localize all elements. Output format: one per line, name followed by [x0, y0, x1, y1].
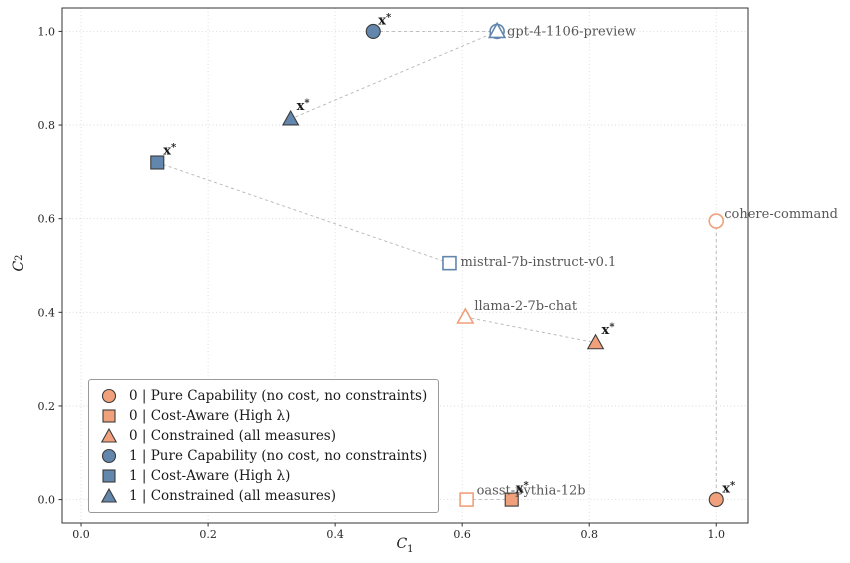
- connector-line: [290, 30, 498, 120]
- y-tick-label: 0.4: [38, 306, 56, 319]
- square-marker-icon: [102, 409, 116, 423]
- legend-entry: 0 | Constrained (all measures): [98, 426, 427, 446]
- data-point-xstar-costaware-0: [504, 492, 519, 507]
- legend-entry: 0 | Pure Capability (no cost, no constra…: [98, 386, 427, 406]
- x-tick-label: 0.2: [199, 528, 217, 541]
- y-tick-label: 0.8: [38, 119, 56, 132]
- data-point-xstar-constrained-0: [586, 333, 605, 350]
- model-name-label: cohere-command: [724, 207, 838, 222]
- y-tick-label: 0.0: [38, 494, 56, 507]
- data-point-mistral-7b-instruct-v0.1: [442, 255, 457, 271]
- circle-marker-icon: [101, 448, 117, 464]
- data-point-llama-2-7b-chat: [456, 307, 475, 324]
- legend: 0 | Pure Capability (no cost, no constra…: [88, 379, 440, 513]
- data-point-xstar-constrained-1: [281, 109, 300, 126]
- legend-entry: 1 | Constrained (all measures): [98, 486, 427, 506]
- data-point-gpt-4-1106-preview-triangle: [487, 21, 507, 39]
- xstar-label: x*: [722, 481, 736, 497]
- legend-label: 0 | Constrained (all measures): [129, 428, 337, 444]
- connector-line: [157, 162, 450, 264]
- model-name-label: oasst-pythia-12b: [477, 484, 586, 499]
- data-point-xstar-pure-0: [708, 492, 724, 508]
- x-axis-label: C1: [62, 536, 748, 555]
- data-point-cohere-command: [708, 213, 725, 229]
- legend-triangle: [100, 488, 118, 503]
- x-tick-label: 1.0: [707, 528, 725, 541]
- legend-entry: 1 | Cost-Aware (High λ): [98, 466, 427, 486]
- xstar-label: x*: [297, 98, 311, 114]
- triangle-marker-icon: [100, 428, 118, 443]
- y-tick-label: 0.2: [38, 400, 56, 413]
- data-point-xstar-costaware-1: [150, 155, 165, 170]
- legend-square: [102, 469, 116, 483]
- xstar-label: x*: [163, 143, 177, 159]
- legend-circle: [101, 388, 117, 404]
- legend-label: 1 | Pure Capability (no cost, no constra…: [129, 448, 428, 464]
- legend-label: 1 | Cost-Aware (High λ): [129, 468, 291, 484]
- legend-triangle: [100, 428, 118, 443]
- y-axis-label-sub: 2: [13, 254, 25, 261]
- model-name-label: llama-2-7b-chat: [474, 299, 578, 314]
- model-name-label: mistral-7b-instruct-v0.1: [460, 255, 616, 270]
- x-axis-label-base: C: [396, 536, 408, 552]
- legend-label: 0 | Cost-Aware (High λ): [129, 408, 291, 424]
- legend-entry: 1 | Pure Capability (no cost, no constra…: [98, 446, 427, 466]
- y-axis-label-base: C: [11, 260, 27, 272]
- square-marker-icon: [102, 469, 116, 483]
- xstar-label: x*: [602, 322, 616, 338]
- xstar-label: x*: [378, 12, 392, 28]
- model-name-label: gpt-4-1106-preview: [507, 24, 636, 39]
- data-point-xstar-pure-1: [365, 23, 381, 39]
- legend-square: [102, 409, 116, 423]
- legend-label: 0 | Pure Capability (no cost, no constra…: [129, 388, 428, 404]
- xstar-label: x*: [516, 481, 530, 497]
- x-tick-label: 0.8: [580, 528, 598, 541]
- legend-label: 1 | Constrained (all measures): [129, 488, 337, 504]
- circle-marker-icon: [101, 388, 117, 404]
- x-axis-label-sub: 1: [407, 543, 414, 555]
- x-tick-label: 0.6: [453, 528, 471, 541]
- legend-circle: [101, 448, 117, 464]
- y-tick-label: 1.0: [38, 25, 56, 38]
- legend-entry: 0 | Cost-Aware (High λ): [98, 406, 427, 426]
- plot-border: [61, 7, 749, 524]
- y-tick-label: 0.6: [38, 213, 56, 226]
- x-tick-label: 0.4: [326, 528, 344, 541]
- connector-line: [465, 316, 596, 344]
- triangle-marker-icon: [100, 488, 118, 503]
- data-point-oasst-pythia-12b: [459, 492, 474, 507]
- x-tick-label: 0.0: [72, 528, 90, 541]
